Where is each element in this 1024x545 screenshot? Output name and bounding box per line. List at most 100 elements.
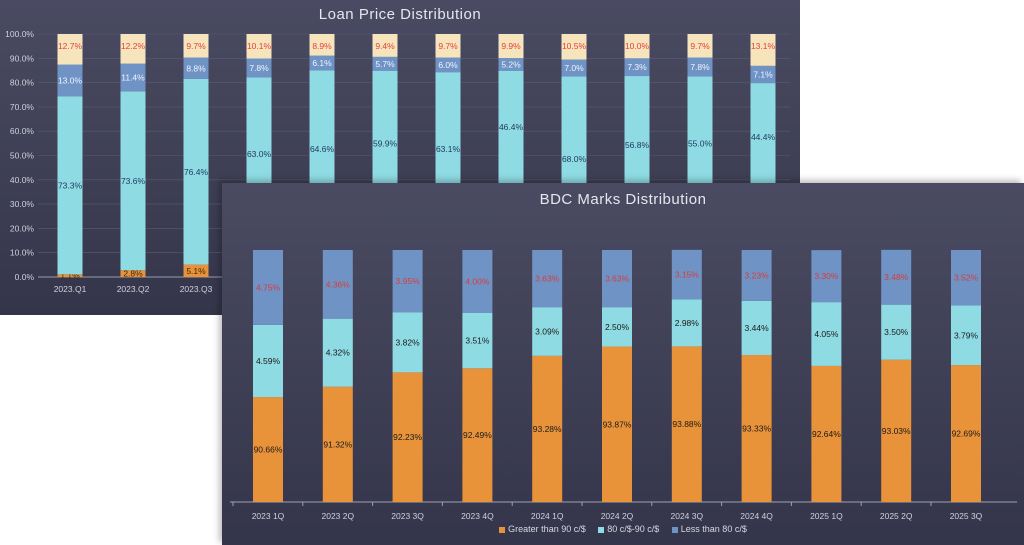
bar-segment [532, 250, 563, 308]
data-label: 3.48% [884, 272, 909, 282]
x-tick-label: 2023.Q2 [117, 284, 150, 294]
x-tick-label: 2025 1Q [810, 511, 843, 521]
data-label: 3.44% [745, 323, 770, 333]
y-tick-label: 100.0% [5, 29, 34, 39]
data-label: 11.4% [121, 72, 145, 82]
data-label: 4.75% [256, 282, 281, 292]
data-label: 7.0% [564, 63, 584, 73]
data-label: 46.4% [499, 122, 524, 132]
chart-legend: Greater than 90 c/$ 80 c/$-90 c/$ Less t… [222, 524, 1024, 534]
data-label: 9.4% [375, 41, 395, 51]
data-label: 93.33% [742, 424, 771, 434]
bar-segment-top [435, 34, 461, 58]
x-tick-label: 2024 3Q [670, 511, 703, 521]
bar-segment [881, 249, 912, 305]
x-tick-label: 2023 4Q [461, 511, 494, 521]
data-label: 7.8% [690, 62, 710, 72]
data-label: 73.3% [58, 180, 83, 190]
bar-segment-top [750, 34, 776, 66]
data-label: 3.09% [535, 327, 560, 337]
bar-segment-third [246, 58, 272, 78]
data-label: 92.64% [812, 429, 841, 439]
data-label: 7.8% [249, 63, 269, 73]
data-label: 13.1% [751, 41, 776, 51]
bar-segment-top [183, 34, 209, 58]
data-label: 93.87% [603, 419, 632, 429]
y-tick-label: 50.0% [10, 151, 35, 161]
data-label: 4.05% [814, 329, 839, 339]
bar-segment [951, 305, 981, 366]
x-tick-label: 2023.Q1 [54, 284, 87, 294]
data-label: 92.49% [463, 430, 492, 440]
legend-item-80-90: 80 c/$-90 c/$ [598, 524, 659, 534]
data-label: 1.1% [60, 271, 80, 281]
data-label: 3.30% [814, 271, 839, 281]
y-tick-label: 20.0% [10, 223, 35, 233]
bar-segment-second [750, 83, 776, 191]
legend-label: Greater than 90 c/$ [508, 524, 586, 534]
bar-segment [532, 355, 563, 502]
bdc-marks-chart: 90.66% 4.59% 4.75% 2023 1Q 91.32% 4.32% 4.36% 2… [230, 249, 1017, 521]
bar-segment-third [120, 63, 146, 92]
data-label: 44.4% [751, 132, 776, 142]
x-tick-label: 2024 4Q [740, 511, 773, 521]
legend-label: 80 c/$-90 c/$ [607, 524, 660, 534]
bar-segment [253, 397, 283, 502]
x-tick-label: 2025 2Q [880, 511, 913, 521]
bar-segment-top [624, 34, 650, 59]
bar-segment-top [120, 34, 146, 64]
x-tick-label: 2024 2Q [601, 511, 634, 521]
bar-segment-top [309, 34, 335, 56]
data-label: 8.9% [312, 41, 332, 51]
bar-segment [671, 299, 702, 347]
bar-segment-top [561, 34, 587, 60]
x-tick-label: 2025 3Q [950, 511, 983, 521]
bar-segment [392, 312, 423, 373]
legend-item-greater-than-90: Greater than 90 c/$ [499, 524, 586, 534]
bar-segment-third [183, 57, 209, 79]
bar-segment [602, 307, 632, 347]
bar-segment [462, 368, 493, 502]
x-tick-label: 2023 3Q [391, 511, 424, 521]
y-tick-label: 60.0% [10, 126, 35, 136]
bar-segment-third [435, 57, 461, 73]
bar-segment [671, 346, 702, 502]
data-label: 93.28% [533, 424, 562, 434]
bar-segment [322, 386, 353, 502]
y-tick-label: 10.0% [10, 248, 35, 258]
bar-segment [392, 250, 423, 313]
data-label: 7.1% [753, 69, 773, 79]
data-label: 55.0% [688, 138, 713, 148]
data-label: 92.23% [393, 432, 422, 442]
data-label: 90.66% [254, 445, 283, 455]
y-tick-label: 80.0% [10, 78, 35, 88]
bar-segment [811, 250, 842, 303]
bar-segment-top [246, 34, 272, 59]
data-label: 6.1% [312, 58, 332, 68]
legend-swatch [499, 526, 506, 533]
data-label: 3.51% [465, 336, 490, 346]
data-label: 91.32% [323, 439, 352, 449]
data-label: 6.0% [438, 60, 458, 70]
bar-segment-third [57, 64, 83, 97]
data-label: 10.1% [247, 41, 272, 51]
data-label: 68.0% [562, 154, 587, 164]
bar-segment-third [498, 58, 524, 71]
data-label: 56.8% [625, 140, 650, 150]
data-label: 12.2% [121, 41, 146, 51]
data-label: 93.03% [882, 426, 911, 436]
data-label: 9.7% [438, 41, 458, 51]
legend-label: Less than 80 c/$ [680, 524, 747, 534]
bar-segment-third [750, 65, 776, 84]
data-label: 9.7% [690, 41, 710, 51]
bar-segment-second [57, 96, 83, 275]
data-label: 12.7% [58, 41, 83, 51]
data-label: 5.7% [375, 59, 395, 69]
bar-segment-third [372, 56, 398, 71]
bdc-marks-chart-panel: BDC Marks Distribution 90.66% 4.59% 4.75% 2… [222, 183, 1024, 545]
legend-item-less-than-80: Less than 80 c/$ [671, 524, 747, 534]
bar-segment [741, 300, 772, 356]
data-label: 93.88% [672, 419, 701, 429]
x-tick-label: 2023 1Q [252, 511, 285, 521]
data-label: 2.98% [675, 318, 700, 328]
